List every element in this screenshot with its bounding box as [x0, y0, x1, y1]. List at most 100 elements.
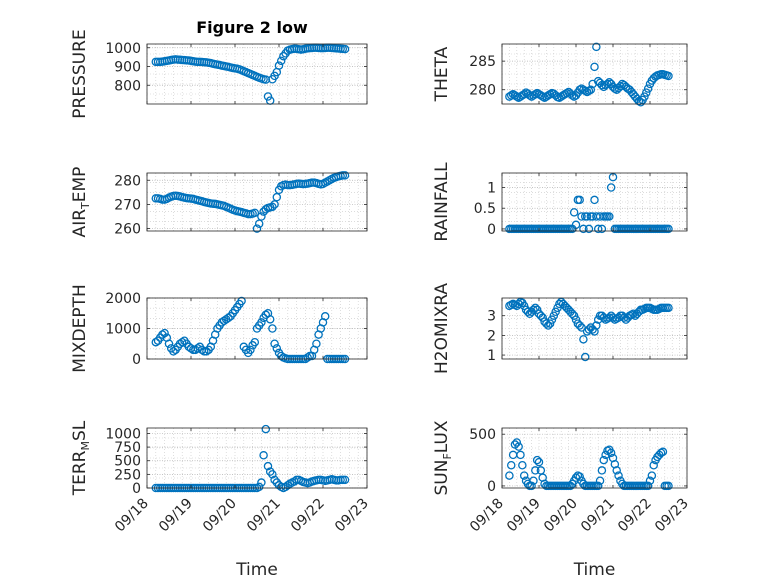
data-point — [551, 307, 560, 317]
data-point — [257, 212, 266, 221]
data-point — [276, 351, 286, 361]
panel-h2omixra: 1 2 3 H2OMIXRA — [432, 283, 688, 374]
data-point — [642, 88, 651, 97]
x-tick-label: 09/19 — [504, 496, 544, 536]
data-point — [237, 296, 246, 306]
data-point — [303, 353, 312, 362]
data-point — [562, 88, 572, 98]
x-axis-label: Time — [235, 560, 278, 580]
data-point — [614, 471, 623, 480]
data-point — [619, 313, 629, 322]
data-point — [592, 321, 601, 330]
panel-pressure: 800 900 1000 PRESSURE — [70, 29, 368, 119]
data-point — [169, 347, 178, 356]
data-point — [545, 90, 555, 99]
data-point — [575, 195, 584, 205]
data-point — [250, 337, 260, 347]
x-tick-label: 09/23 — [332, 496, 372, 536]
data-point — [272, 192, 282, 202]
data-point — [193, 344, 202, 353]
data-point — [312, 339, 321, 348]
x-tick-label: 09/21 — [244, 496, 284, 536]
y-tick-label: 0 — [132, 352, 141, 368]
data-point — [263, 461, 273, 471]
data-point — [514, 299, 523, 309]
data-point — [575, 85, 584, 94]
y-axis-label: PRESSURE — [70, 29, 90, 118]
series-pressure — [151, 43, 350, 105]
data-point — [177, 337, 187, 347]
series-theta — [505, 42, 673, 107]
data-point — [599, 455, 609, 465]
data-point — [569, 311, 579, 320]
axes-box — [146, 43, 368, 105]
data-point — [597, 80, 607, 90]
data-point — [606, 183, 616, 192]
data-point — [505, 471, 514, 480]
x-tick-label: 09/23 — [652, 496, 692, 536]
data-point — [538, 313, 547, 322]
data-point — [590, 327, 599, 336]
data-point — [608, 313, 618, 322]
data-point — [597, 466, 607, 475]
data-point — [542, 319, 551, 328]
data-point — [340, 475, 350, 485]
data-point — [581, 86, 590, 96]
data-point — [547, 315, 557, 324]
axes-box — [501, 427, 688, 489]
data-point — [514, 442, 523, 451]
y-tick-label: 0 — [487, 222, 496, 238]
data-point — [606, 448, 616, 458]
series-sun-flux — [505, 438, 673, 491]
data-point — [340, 44, 350, 54]
data-point — [647, 471, 657, 480]
data-point — [532, 305, 542, 315]
data-point — [664, 481, 673, 491]
data-point — [575, 321, 584, 330]
y-axis-label: AIRTEMP — [70, 167, 92, 238]
data-point — [599, 313, 609, 322]
data-point — [553, 303, 562, 313]
data-point — [658, 447, 668, 457]
data-point — [569, 208, 579, 217]
data-point — [645, 476, 655, 486]
data-point — [151, 337, 161, 347]
data-point — [664, 224, 673, 234]
data-point — [584, 86, 594, 96]
data-point — [263, 92, 273, 101]
y-tick-label: 0 — [132, 481, 141, 497]
data-point — [270, 339, 279, 348]
x-tick-label: 09/20 — [200, 496, 240, 536]
data-point — [257, 318, 266, 327]
data-point — [506, 91, 516, 100]
data-point — [610, 84, 620, 93]
data-point — [268, 202, 277, 212]
y-axis-label: THETA — [432, 46, 452, 102]
y-axis-label: H2OMIXRA — [432, 283, 452, 374]
x-tick-label: 09/22 — [615, 496, 655, 536]
data-point — [527, 481, 536, 491]
data-point — [529, 305, 538, 315]
grid — [501, 44, 688, 104]
data-point — [252, 224, 262, 233]
data-point — [529, 476, 538, 486]
data-point — [577, 323, 586, 332]
y-tick-label: 3 — [487, 309, 496, 325]
data-point — [629, 309, 638, 318]
y-tick-label: 750 — [114, 440, 141, 456]
data-point — [616, 82, 625, 91]
data-point — [579, 224, 588, 234]
data-point — [555, 299, 564, 309]
data-point — [518, 460, 527, 470]
y-tick-label: 0 — [487, 479, 496, 495]
x-tick-label: 09/22 — [288, 496, 328, 536]
y-tick-label: 280 — [469, 83, 496, 99]
data-point — [283, 481, 293, 490]
data-point — [512, 92, 522, 101]
y-tick-label: 1 — [487, 348, 496, 364]
x-axis-label: Time — [573, 560, 616, 580]
data-point — [549, 311, 559, 320]
